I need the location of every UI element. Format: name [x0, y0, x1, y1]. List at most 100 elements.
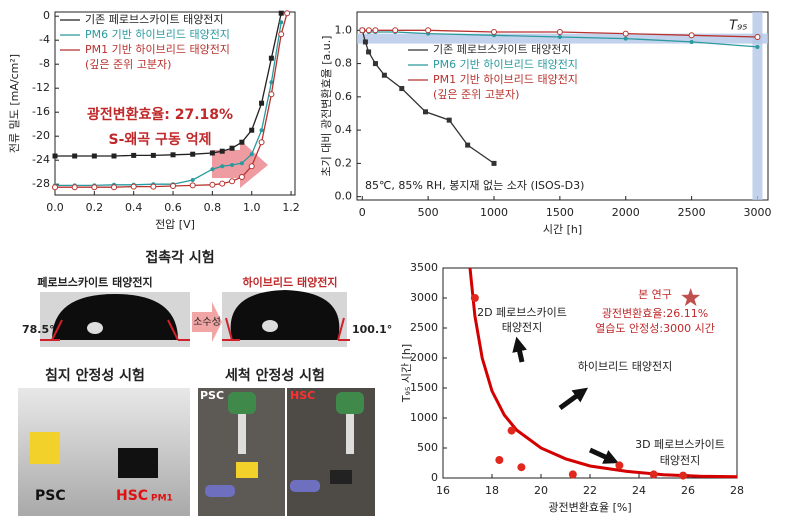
- x-tick-label: 16: [436, 484, 450, 497]
- reflection: [262, 320, 278, 332]
- marker: [220, 164, 225, 169]
- marker: [239, 161, 244, 166]
- annotation: 광전변환효율:26.11%: [602, 307, 708, 320]
- x-tick-label: 0.2: [86, 201, 104, 214]
- sample: [330, 470, 352, 484]
- x-tick-label: 500: [418, 206, 439, 219]
- plot-frame: [356, 11, 769, 201]
- marker: [359, 27, 366, 34]
- marker: [209, 150, 215, 156]
- annotation: S-왜곡 구동 억제: [109, 132, 212, 148]
- x-tick-label: 22: [583, 484, 597, 497]
- marker: [372, 61, 378, 67]
- photo-label: PSC: [200, 389, 224, 402]
- point: [507, 426, 516, 435]
- photo-label: 페로브스카이트 태양전지: [37, 275, 152, 289]
- x-axis-label: 시간 [h]: [543, 223, 582, 236]
- photo-label: PSC: [35, 488, 66, 504]
- point: [679, 471, 688, 480]
- marker: [170, 183, 177, 189]
- marker: [131, 152, 137, 158]
- legend-note: (깊은 준위 고분자): [433, 88, 519, 101]
- marker: [556, 28, 563, 35]
- annotation: 3D 페로브스카이트: [635, 438, 725, 451]
- y-axis-label: T₉₅ 시간 [h]: [400, 344, 413, 403]
- y-tick-label: 3000: [410, 291, 438, 304]
- angle-label: 100.1°: [352, 323, 392, 336]
- marker: [278, 31, 285, 38]
- x-tick-label: 1.2: [282, 201, 300, 214]
- x-tick-label: 3000: [743, 206, 771, 219]
- x-tick-label: 28: [730, 484, 744, 497]
- marker: [278, 10, 284, 16]
- section-title: 침지 안정성 시험: [45, 367, 145, 384]
- marker: [381, 72, 387, 78]
- marker: [239, 139, 245, 145]
- point: [568, 470, 577, 479]
- glove: [205, 485, 235, 497]
- marker: [688, 32, 695, 39]
- marker: [399, 86, 405, 92]
- y-tick-label: -20: [32, 129, 50, 142]
- section-title: 접촉각 시험: [145, 249, 214, 266]
- photo-label: HSC: [116, 488, 148, 504]
- marker: [362, 39, 368, 45]
- note: 85℃, 85% RH, 봉지재 없는 소자 (ISOS-D3): [365, 179, 584, 192]
- nozzle: [346, 414, 354, 454]
- point: [517, 463, 526, 472]
- y-tick-label: 0.8: [335, 57, 353, 70]
- t95-label: T₉₅: [729, 19, 747, 34]
- legend-label: PM1 기반 하이브리드 태양전지: [85, 42, 230, 56]
- arrow: [512, 336, 527, 363]
- marker: [248, 163, 255, 170]
- marker: [189, 182, 196, 189]
- marker: [249, 127, 255, 133]
- marker: [258, 139, 265, 146]
- droplet: [230, 290, 340, 340]
- photo-label: HSC: [290, 389, 315, 402]
- marker: [622, 30, 629, 37]
- y-tick-label: -8: [39, 57, 50, 70]
- photo-label: 하이브리드 태양전지: [243, 275, 338, 289]
- y-tick-label: 1500: [410, 381, 438, 394]
- y-tick-label: -16: [32, 105, 50, 118]
- marker: [259, 100, 265, 106]
- marker: [219, 180, 226, 187]
- marker: [209, 181, 216, 188]
- annotation: 광전변환효율: 27.18%: [87, 106, 233, 123]
- annotation: 하이브리드 태양전지: [578, 359, 673, 373]
- legend-label: PM6 기반 하이브리드 태양전지: [433, 57, 578, 71]
- y-tick-label: 2000: [410, 351, 438, 364]
- x-tick-label: 2500: [678, 206, 706, 219]
- marker: [229, 178, 236, 185]
- reflection: [87, 322, 103, 334]
- point: [615, 461, 624, 470]
- marker: [52, 184, 58, 191]
- y-axis-label: 전류 밀도 [mA/cm²]: [8, 54, 21, 153]
- marker: [91, 184, 98, 191]
- x-axis-label: 전압 [V]: [155, 218, 195, 231]
- marker: [268, 55, 274, 61]
- droplet: [52, 294, 178, 340]
- y-tick-label: 1.0: [335, 23, 353, 36]
- point: [495, 456, 504, 464]
- marker: [268, 91, 275, 98]
- marker: [446, 117, 452, 123]
- y-tick-label: -24: [32, 153, 50, 166]
- x-tick-label: 26: [681, 484, 695, 497]
- glove: [290, 480, 320, 492]
- plot-frame: [54, 11, 296, 196]
- y-tick-label: 0.4: [335, 123, 353, 136]
- series-line: [55, 22, 282, 187]
- x-tick-label: 20: [534, 484, 548, 497]
- marker: [229, 145, 235, 151]
- marker: [755, 44, 760, 49]
- marker: [269, 80, 274, 85]
- fit-curve: [468, 267, 738, 479]
- series-line: [362, 29, 758, 38]
- y-tick-label: 3500: [410, 261, 438, 274]
- series-line: [55, 13, 282, 157]
- x-tick-label: 1000: [480, 206, 508, 219]
- annotation: 태양전지: [502, 321, 542, 334]
- marker: [150, 183, 157, 190]
